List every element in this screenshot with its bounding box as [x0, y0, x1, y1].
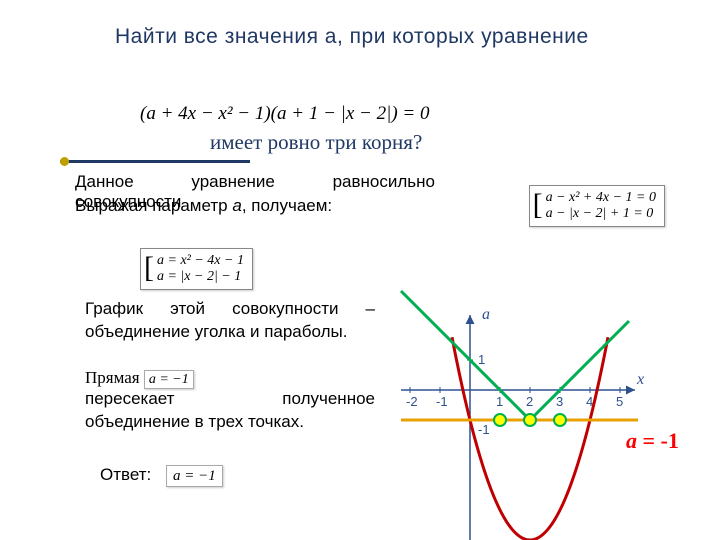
system-right: a − x² + 4x − 1 = 0 a − |x − 2| + 1 = 0: [529, 185, 665, 227]
svg-text:a: a: [482, 306, 490, 323]
explanation-3: График этой совокупности – объединение у…: [85, 298, 375, 344]
problem-text: Найти все значения а, при которых уравне…: [115, 25, 589, 48]
subtitle: имеет ровно три корня?: [210, 130, 422, 155]
svg-text:1: 1: [496, 394, 503, 409]
svg-text:-1: -1: [478, 422, 490, 437]
svg-text:x: x: [636, 371, 644, 388]
svg-text:-2: -2: [406, 394, 418, 409]
sys-left-2: a = |x − 2| − 1: [157, 269, 244, 285]
chart-svg: ax-2-112345-11: [380, 270, 680, 500]
svg-text:5: 5: [616, 394, 623, 409]
explanation-2: Выражая параметр а, получаем:: [75, 195, 375, 218]
answer: Ответ: a = −1: [100, 465, 223, 485]
system-left: a = x² − 4x − 1 a = |x − 2| − 1: [140, 248, 253, 290]
text4a-pre: Прямая: [85, 368, 144, 387]
main-equation: (a + 4x − x² − 1)(a + 1 − |x − 2|) = 0: [140, 103, 430, 125]
svg-text:1: 1: [478, 352, 485, 367]
answer-label: Ответ:: [100, 465, 151, 484]
explanation-4a: Прямая a = −1: [85, 368, 194, 388]
sys-right-2: a − |x − 2| + 1 = 0: [546, 206, 656, 222]
problem-statement: Найти все значения а, при которых уравне…: [115, 25, 665, 49]
answer-eq: a = −1: [166, 465, 223, 487]
explanation-4: пересекает полученное объединение в трех…: [85, 388, 375, 434]
result-label: а = -1: [626, 428, 679, 454]
text2-c: , получаем:: [242, 196, 332, 215]
bullet-icon: [60, 157, 69, 166]
divider: [60, 160, 250, 163]
svg-text:3: 3: [556, 394, 563, 409]
sys-left-1: a = x² − 4x − 1: [157, 253, 244, 269]
inline-eq: a = −1: [144, 370, 194, 389]
text2-a: Выражая параметр: [75, 196, 232, 215]
result-rest: = -1: [637, 428, 679, 453]
text2-b: а: [232, 196, 241, 215]
chart: ax-2-112345-11: [380, 270, 680, 500]
svg-text:2: 2: [526, 394, 533, 409]
svg-text:-1: -1: [436, 394, 448, 409]
sys-right-1: a − x² + 4x − 1 = 0: [546, 190, 656, 206]
result-a: а: [626, 428, 637, 453]
